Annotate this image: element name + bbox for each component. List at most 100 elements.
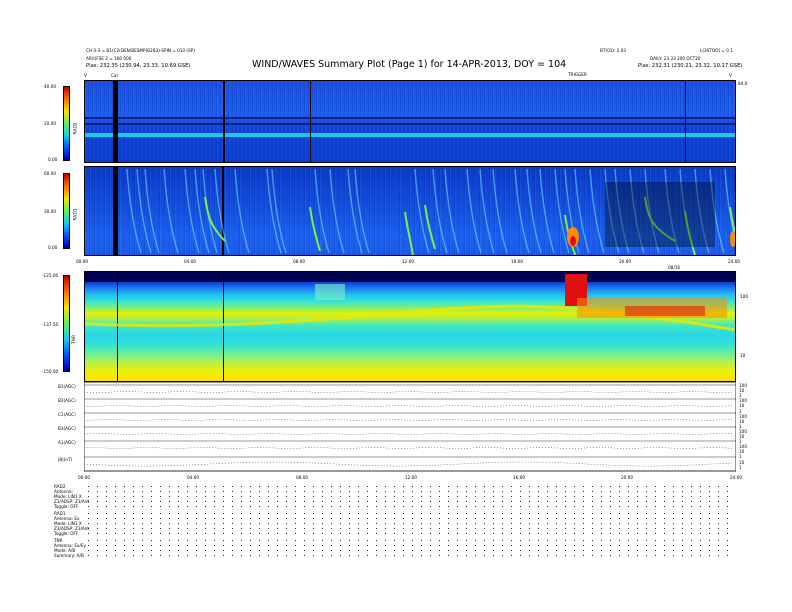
footer-status-dot xyxy=(331,528,332,529)
rad1-burst xyxy=(432,168,448,254)
tnr-gap xyxy=(117,272,118,381)
footer-status-dot xyxy=(718,545,719,546)
footer-status-dot xyxy=(520,540,521,541)
footer-status-dot xyxy=(493,555,494,556)
footer-status-dot xyxy=(178,496,179,497)
footer-status-dot xyxy=(160,545,161,546)
footer-status-dot xyxy=(385,555,386,556)
footer-status-dot xyxy=(610,550,611,551)
footer-status-dot xyxy=(655,540,656,541)
footer-status-dot xyxy=(124,501,125,502)
footer-status-dot xyxy=(358,523,359,524)
footer-status-dot xyxy=(592,550,593,551)
footer-status-dot xyxy=(412,501,413,502)
footer-status-dot xyxy=(475,555,476,556)
footer-status-dot xyxy=(592,506,593,507)
footer-status-dot xyxy=(475,540,476,541)
footer-status-dot xyxy=(619,486,620,487)
footer-status-dot xyxy=(268,523,269,524)
footer-status-dot xyxy=(538,486,539,487)
footer-status-dot xyxy=(358,528,359,529)
rad1-ytick-top: 60.00 xyxy=(44,171,56,176)
footer-status-dot xyxy=(646,513,647,514)
footer-status-dot xyxy=(700,555,701,556)
footer-status-dot xyxy=(664,528,665,529)
footer-status-dot xyxy=(106,540,107,541)
rad1-burst xyxy=(214,168,230,254)
footer-status-dot xyxy=(124,513,125,514)
ts-right-tick: 10 xyxy=(739,388,745,394)
rad1-burst xyxy=(614,168,630,254)
footer-status-dot xyxy=(142,523,143,524)
footer-status-dot xyxy=(664,545,665,546)
footer-status-dot xyxy=(646,491,647,492)
footer-status-dot xyxy=(655,491,656,492)
footer-status-dot xyxy=(268,518,269,519)
footer-status-dot xyxy=(466,496,467,497)
footer-status-dot xyxy=(655,496,656,497)
rad1-xtick-20: 20:00 xyxy=(619,259,632,264)
rad1-burst xyxy=(444,168,460,254)
footer-status-dot xyxy=(142,513,143,514)
footer-status-dot xyxy=(250,491,251,492)
footer-status-dot xyxy=(529,496,530,497)
footer-status-dot xyxy=(538,501,539,502)
rad1-burst xyxy=(564,168,580,254)
footer-status-dot xyxy=(646,518,647,519)
footer-status-dot xyxy=(349,540,350,541)
footer-status-dot xyxy=(151,523,152,524)
ts-series-line xyxy=(84,447,733,449)
footer-status-dot xyxy=(169,550,170,551)
footer-status-dot xyxy=(313,545,314,546)
footer-status-dot xyxy=(700,491,701,492)
footer-status-dot xyxy=(601,555,602,556)
footer-status-dot xyxy=(331,533,332,534)
footer-status-dot xyxy=(313,523,314,524)
footer-status-dot xyxy=(259,496,260,497)
footer-status-dot xyxy=(259,486,260,487)
footer-status-dot xyxy=(367,523,368,524)
footer-status-dot xyxy=(187,518,188,519)
footer-status-dot xyxy=(529,555,530,556)
footer-status-dot xyxy=(583,540,584,541)
footer-status-dot xyxy=(619,540,620,541)
footer-status-dot xyxy=(511,523,512,524)
footer-status-dot xyxy=(187,486,188,487)
footer-status-dot xyxy=(574,496,575,497)
footer-status-dot xyxy=(106,491,107,492)
footer-status-dot xyxy=(196,540,197,541)
header-bt: BT(01): 2.03 xyxy=(600,48,627,53)
footer-status-dot xyxy=(430,540,431,541)
footer-status-dot xyxy=(349,513,350,514)
footer-status-dot xyxy=(511,501,512,502)
rad1-xtick-04: 04:00 xyxy=(184,259,197,264)
footer-status-dot xyxy=(583,528,584,529)
footer-status-dot xyxy=(268,496,269,497)
footer-status-dot xyxy=(97,486,98,487)
footer-status-dot xyxy=(421,513,422,514)
footer-status-dot xyxy=(358,540,359,541)
footer-status-dot xyxy=(169,533,170,534)
footer-status-dot xyxy=(664,555,665,556)
rad1-burst xyxy=(136,168,152,254)
footer-status-dot xyxy=(214,496,215,497)
rad1-burst xyxy=(354,168,370,254)
footer-status-dot xyxy=(97,528,98,529)
footer-status-dot xyxy=(412,486,413,487)
footer-status-dot xyxy=(133,501,134,502)
footer-status-dot xyxy=(259,523,260,524)
footer-status-dot xyxy=(115,555,116,556)
footer-status-dot xyxy=(439,486,440,487)
footer-status-dot xyxy=(106,550,107,551)
footer-status-dot xyxy=(493,540,494,541)
footer-status-dot xyxy=(520,533,521,534)
footer-status-dot xyxy=(232,528,233,529)
footer-status-dot xyxy=(268,528,269,529)
footer-status-dot xyxy=(502,528,503,529)
footer-status-dot xyxy=(106,545,107,546)
footer-status-dot xyxy=(241,518,242,519)
footer-status-dot xyxy=(484,496,485,497)
footer-status-dot xyxy=(304,501,305,502)
footer-status-dot xyxy=(538,545,539,546)
footer-status-dot xyxy=(304,486,305,487)
